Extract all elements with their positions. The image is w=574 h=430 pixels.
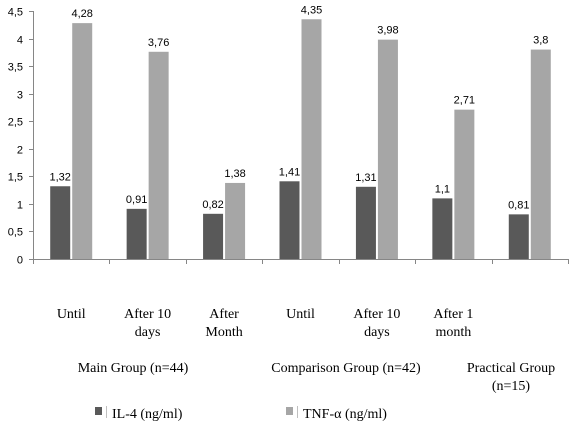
x-category-label: After 1 [433,307,473,322]
y-tick-label: 3,5 [8,62,23,74]
data-label: 1,1 [435,183,450,195]
data-label: 3,8 [533,35,548,47]
y-tick-label: 3 [17,90,23,102]
data-label: 3,76 [148,37,169,49]
bar-il4 [279,181,300,259]
x-category-label: After [209,307,239,322]
data-label: 0,81 [508,199,529,211]
legend-label: TNF-α (ng/ml) [303,407,387,422]
bar-il4 [50,186,71,259]
data-label: 0,82 [202,199,223,211]
data-label: 1,31 [355,172,376,184]
group-label: Practical Group [467,361,555,376]
data-label: 0,91 [126,194,147,206]
data-label: 1,38 [224,168,245,180]
data-label: 4,35 [301,4,322,16]
data-label: 2,71 [454,95,475,107]
x-category-label: days [135,325,161,340]
data-label: 1,41 [279,166,300,178]
bar-il4 [203,213,224,259]
bar-tnf [148,51,169,259]
x-category-label: After 10 [124,307,171,322]
data-label: 3,98 [377,25,398,37]
bar-tnf [377,39,398,259]
y-tick-label: 0,5 [8,227,23,239]
group-label: Comparison Group (n=42) [271,361,421,376]
y-tick-label: 4 [17,35,23,47]
bar-tnf [530,49,551,260]
x-category-label: After 10 [353,307,400,322]
x-category-label: Until [286,307,315,322]
bar-tnf [301,19,322,260]
y-tick-label: 1,5 [8,172,23,184]
group-label: (n=15) [492,379,531,394]
legend-label: IL-4 (ng/ml) [112,407,183,422]
y-tick-label: 1 [17,200,23,212]
y-tick-label: 2 [17,145,23,157]
group-label: Main Group (n=44) [78,361,189,376]
y-tick-label: 0 [17,255,23,267]
y-tick-label: 4,5 [8,7,23,19]
bar-il4 [508,214,529,259]
data-label: 4,28 [72,8,93,20]
bar-il4 [126,208,147,259]
x-category-label: Until [57,307,86,322]
legend-swatch [95,407,102,415]
plot-area [33,11,568,259]
bar-tnf [454,109,475,259]
bar-il4 [355,186,376,259]
bar-tnf [225,182,246,259]
data-label: 1,32 [50,171,71,183]
legend-swatch [286,407,293,415]
x-category-label: month [435,325,471,340]
y-tick-label: 2,5 [8,117,23,129]
bar-tnf [72,23,93,259]
x-category-label: days [364,325,390,340]
x-category-label: Month [205,325,242,340]
bar-il4 [432,198,453,259]
